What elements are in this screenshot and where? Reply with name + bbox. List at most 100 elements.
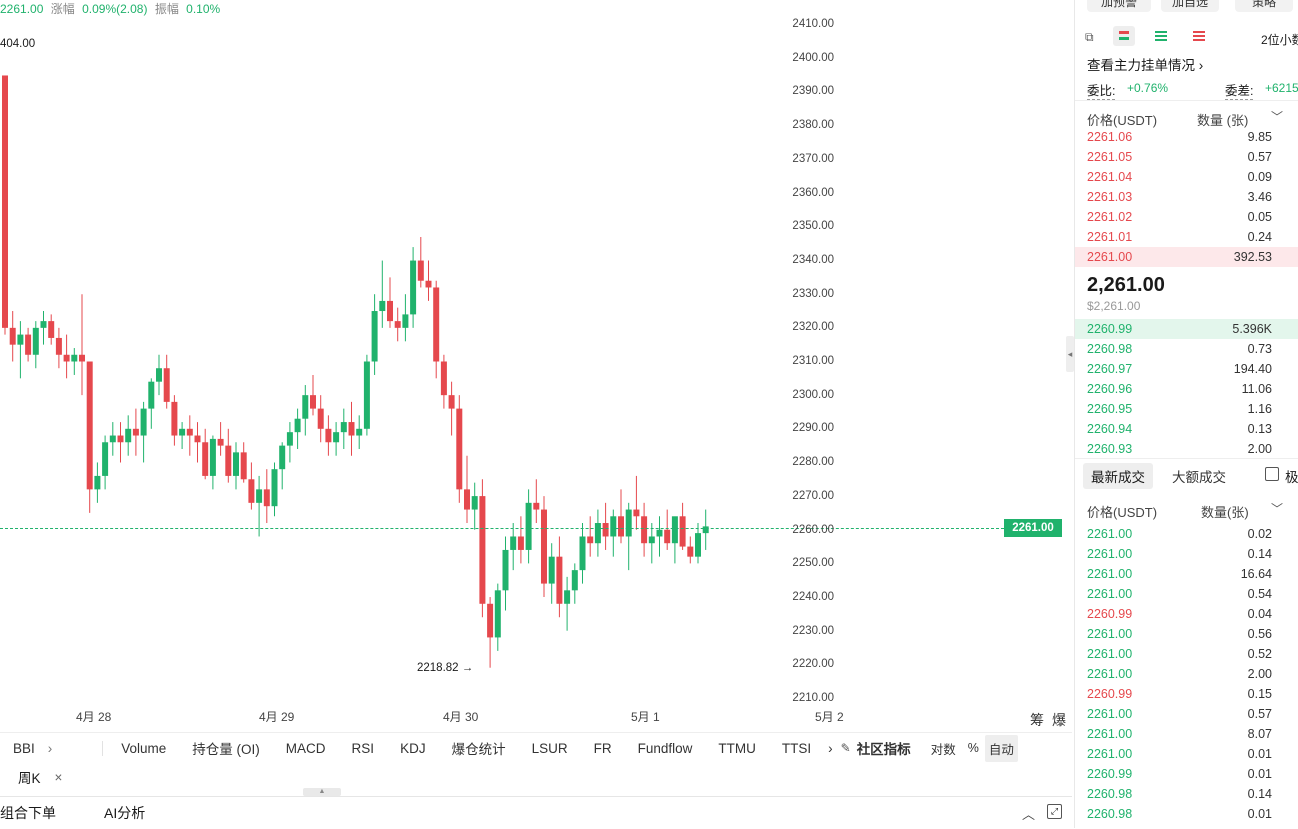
orderbook-row[interactable]: 2261.04 0.09 [1075, 167, 1298, 187]
chevron-up-icon[interactable]: ︿ [1022, 807, 1036, 822]
orderbook-row[interactable]: 2260.93 2.00 [1075, 439, 1298, 459]
tab-large-trades[interactable]: 大额成交 [1172, 470, 1226, 485]
popout-icon[interactable]: ⧉ [1085, 30, 1094, 44]
trade-row[interactable]: 2261.00 2.00 [1075, 664, 1298, 684]
trade-row[interactable]: 2261.00 0.02 [1075, 524, 1298, 544]
orderbook-row[interactable]: 2260.95 1.16 [1075, 399, 1298, 419]
percent-scale-toggle[interactable]: % [967, 741, 979, 755]
orderbook-row[interactable]: 2260.94 0.13 [1075, 419, 1298, 439]
indicator-oi[interactable]: 持仓量 (OI) [192, 742, 260, 757]
change-value: 0.09%(2.08) [82, 2, 148, 16]
log-scale-toggle[interactable]: 对数 [930, 742, 956, 757]
candle [240, 442, 247, 483]
row-price: 2261.00 [1087, 747, 1133, 761]
price-tick-label: 2350.00 [792, 220, 834, 233]
indicator-macd[interactable]: MACD [285, 740, 326, 756]
candle [387, 277, 393, 328]
candle [410, 247, 417, 328]
trade-row[interactable]: 2261.00 8.07 [1075, 724, 1298, 744]
tab-ai-analysis[interactable]: AI分析 [104, 805, 146, 821]
orderbook-row[interactable]: 2260.99 5.396K [1075, 319, 1298, 339]
ob-price-header: 价格(USDT) [1087, 113, 1158, 128]
drag-handle[interactable]: ▲ [303, 788, 341, 796]
candle [302, 385, 309, 436]
indicator-ttmu[interactable]: TTMU [718, 740, 756, 756]
trade-row[interactable]: 2261.00 16.64 [1075, 564, 1298, 584]
orderbook-row[interactable]: 2261.00 392.53 [1075, 247, 1298, 267]
add-alert-button[interactable]: 加预警 [1087, 0, 1151, 12]
trade-row[interactable]: 2261.00 0.57 [1075, 704, 1298, 724]
candle [564, 576, 571, 631]
chevron-down-icon[interactable]: ﹀ [1271, 502, 1284, 516]
more-indicators-icon[interactable]: › [828, 740, 833, 756]
trade-row[interactable]: 2261.00 0.54 [1075, 584, 1298, 604]
tab-combo-order[interactable]: 组合下单 [0, 805, 56, 821]
view-asks-icon[interactable] [1193, 30, 1205, 42]
candle [433, 280, 440, 379]
indicator-liquidation[interactable]: 爆仓统计 [451, 742, 506, 757]
trade-row[interactable]: 2260.99 0.15 [1075, 684, 1298, 704]
orderbook-row[interactable]: 2261.03 3.46 [1075, 187, 1298, 207]
ob-qty-header[interactable]: 数量 (张) [1197, 113, 1249, 128]
decimal-select[interactable]: 2位小数 [1261, 33, 1298, 47]
community-indicators[interactable]: 社区指标 [856, 742, 911, 757]
view-bids-icon[interactable] [1155, 30, 1167, 42]
tab-latest-trades[interactable]: 最新成交 [1083, 463, 1153, 489]
chips-toggle[interactable]: 筹 [1030, 712, 1044, 728]
strategy-button[interactable]: 策略 [1235, 0, 1293, 12]
indicator-fundflow[interactable]: Fundflow [637, 740, 693, 756]
indicator-lsur[interactable]: LSUR [531, 740, 568, 756]
row-price: 2261.00 [1087, 707, 1133, 721]
row-price: 2260.96 [1087, 382, 1133, 396]
row-qty: 0.54 [1247, 587, 1272, 601]
main-orders-link[interactable]: 查看主力挂单情况 › [1087, 58, 1204, 73]
expand-icon[interactable]: ⤢ [1047, 804, 1062, 819]
indicator-kdj[interactable]: KDJ [400, 740, 426, 756]
price-tick-label: 2340.00 [792, 253, 834, 266]
edit-icon[interactable]: ✎ [840, 741, 851, 755]
indicator-fr[interactable]: FR [593, 740, 612, 756]
tr-qty-header[interactable]: 数量(张) [1201, 505, 1249, 520]
trade-row[interactable]: 2261.00 0.14 [1075, 544, 1298, 564]
row-qty: 5.396K [1232, 322, 1272, 336]
candle [186, 415, 193, 456]
orderbook-row[interactable]: 2261.05 0.57 [1075, 147, 1298, 167]
orderbook-row[interactable]: 2260.97 194.40 [1075, 359, 1298, 379]
candle [209, 435, 216, 490]
indicator-ttsi[interactable]: TTSI [781, 740, 812, 756]
trade-row[interactable]: 2261.00 0.56 [1075, 624, 1298, 644]
auto-scale-toggle[interactable]: 自动 [984, 734, 1018, 762]
collapse-panel-handle[interactable]: ◂ [1066, 336, 1074, 372]
kline-chart[interactable]: 2261.00 涨幅 0.09%(2.08) 振幅 0.10% 404.00 2… [0, 0, 1074, 732]
trade-row[interactable]: 2261.00 0.01 [1075, 744, 1298, 764]
candle [594, 509, 601, 557]
row-qty: 0.57 [1247, 707, 1272, 721]
checkbox[interactable] [1265, 467, 1279, 481]
add-watchlist-button[interactable]: 加自选 [1161, 0, 1219, 12]
orderbook-row[interactable]: 2261.02 0.05 [1075, 207, 1298, 227]
close-icon[interactable]: × [54, 769, 63, 785]
candle [117, 422, 124, 463]
trade-row[interactable]: 2260.99 0.04 [1075, 604, 1298, 624]
trade-row[interactable]: 2260.98 0.01 [1075, 804, 1298, 824]
indicator-bbi[interactable]: BBI [13, 740, 35, 756]
view-both-icon[interactable] [1113, 26, 1135, 46]
orderbook-row[interactable]: 2261.06 9.85 [1075, 127, 1298, 147]
row-price: 2261.06 [1087, 130, 1133, 144]
indicator-volume[interactable]: Volume [102, 740, 179, 756]
trade-row[interactable]: 2261.00 0.52 [1075, 644, 1298, 664]
timeframe-label[interactable]: 周K [18, 771, 41, 786]
indicator-rsi[interactable]: RSI [351, 740, 375, 756]
chevron-right-icon[interactable]: › [47, 740, 53, 756]
liquidation-toggle[interactable]: 爆 [1052, 712, 1066, 728]
trade-row[interactable]: 2260.98 0.14 [1075, 784, 1298, 804]
candle [25, 327, 32, 362]
row-price: 2261.04 [1087, 170, 1133, 184]
amplitude-value: 0.10% [186, 2, 221, 16]
orderbook-row[interactable]: 2260.98 0.73 [1075, 339, 1298, 359]
chevron-down-icon[interactable]: ﹀ [1271, 110, 1284, 124]
candle [695, 523, 701, 564]
orderbook-row[interactable]: 2261.01 0.24 [1075, 227, 1298, 247]
orderbook-row[interactable]: 2260.96 11.06 [1075, 379, 1298, 399]
trade-row[interactable]: 2260.99 0.01 [1075, 764, 1298, 784]
